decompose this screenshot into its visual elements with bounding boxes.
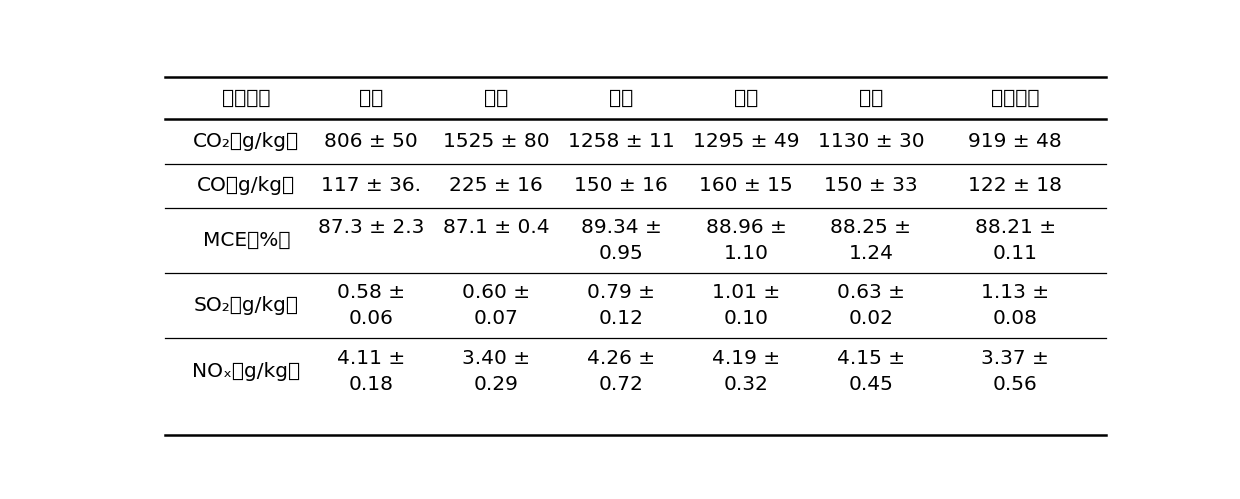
Text: 1.01 ±: 1.01 ± (712, 283, 780, 302)
Text: 大豆: 大豆 (734, 89, 758, 108)
Text: 0.02: 0.02 (848, 309, 894, 328)
Text: 1.10: 1.10 (723, 244, 769, 263)
Text: 4.19 ±: 4.19 ± (712, 348, 780, 368)
Text: 梧桐落叶: 梧桐落叶 (991, 89, 1039, 108)
Text: 0.63 ±: 0.63 ± (837, 283, 905, 302)
Text: 玉米: 玉米 (609, 89, 634, 108)
Text: 棉花: 棉花 (859, 89, 883, 108)
Text: 89.34 ±: 89.34 ± (580, 218, 661, 237)
Text: 0.79 ±: 0.79 ± (587, 283, 655, 302)
Text: 4.26 ±: 4.26 ± (587, 348, 655, 368)
Text: 0.11: 0.11 (992, 244, 1038, 263)
Text: 0.56: 0.56 (993, 375, 1038, 394)
Text: 0.72: 0.72 (599, 375, 644, 394)
Text: 87.1 ± 0.4: 87.1 ± 0.4 (443, 218, 549, 237)
Text: 0.07: 0.07 (474, 309, 518, 328)
Text: 88.25 ±: 88.25 ± (831, 218, 911, 237)
Text: 0.32: 0.32 (724, 375, 769, 394)
Text: 0.58 ±: 0.58 ± (337, 283, 405, 302)
Text: 4.15 ±: 4.15 ± (837, 348, 905, 368)
Text: 4.11 ±: 4.11 ± (337, 348, 405, 368)
Text: 0.45: 0.45 (848, 375, 893, 394)
Text: 0.06: 0.06 (348, 309, 393, 328)
Text: 小麦: 小麦 (484, 89, 508, 108)
Text: 3.37 ±: 3.37 ± (981, 348, 1049, 368)
Text: 0.10: 0.10 (723, 309, 769, 328)
Text: 1.24: 1.24 (848, 244, 894, 263)
Text: 160 ± 15: 160 ± 15 (699, 176, 792, 195)
Text: 1258 ± 11: 1258 ± 11 (568, 132, 675, 151)
Text: CO（g/kg）: CO（g/kg） (197, 176, 295, 195)
Text: 0.18: 0.18 (348, 375, 394, 394)
Text: 3.40 ±: 3.40 ± (463, 348, 531, 368)
Text: 122 ± 18: 122 ± 18 (968, 176, 1063, 195)
Text: NOₓ（g/kg）: NOₓ（g/kg） (192, 362, 300, 381)
Text: 0.12: 0.12 (599, 309, 644, 328)
Text: 150 ± 16: 150 ± 16 (574, 176, 668, 195)
Text: 0.29: 0.29 (474, 375, 518, 394)
Text: 88.96 ±: 88.96 ± (706, 218, 786, 237)
Text: 150 ± 33: 150 ± 33 (825, 176, 918, 195)
Text: CO₂（g/kg）: CO₂（g/kg） (193, 132, 299, 151)
Text: 1295 ± 49: 1295 ± 49 (693, 132, 800, 151)
Text: 物质种类: 物质种类 (222, 89, 270, 108)
Text: 水稻: 水稻 (360, 89, 383, 108)
Text: 1.13 ±: 1.13 ± (981, 283, 1049, 302)
Text: 87.3 ± 2.3: 87.3 ± 2.3 (317, 218, 424, 237)
Text: 919 ± 48: 919 ± 48 (968, 132, 1061, 151)
Text: MCE（%）: MCE（%） (202, 231, 290, 250)
Text: 0.60 ±: 0.60 ± (463, 283, 531, 302)
Text: 117 ± 36.: 117 ± 36. (321, 176, 422, 195)
Text: 0.08: 0.08 (992, 309, 1038, 328)
Text: 1525 ± 80: 1525 ± 80 (443, 132, 549, 151)
Text: 0.95: 0.95 (599, 244, 644, 263)
Text: 1130 ± 30: 1130 ± 30 (817, 132, 924, 151)
Text: 88.21 ±: 88.21 ± (975, 218, 1055, 237)
Text: 806 ± 50: 806 ± 50 (325, 132, 418, 151)
Text: SO₂（g/kg）: SO₂（g/kg） (193, 296, 299, 315)
Text: 225 ± 16: 225 ± 16 (449, 176, 543, 195)
